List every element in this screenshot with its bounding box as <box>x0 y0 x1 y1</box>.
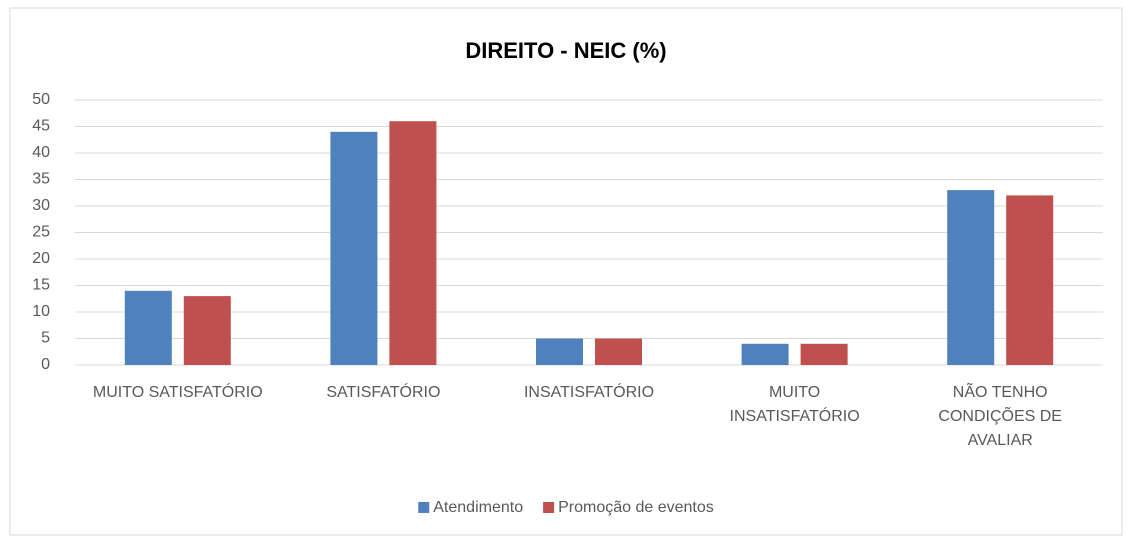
bar <box>947 190 995 365</box>
y-tick-label: 45 <box>32 118 50 135</box>
y-tick-label: 5 <box>41 330 50 347</box>
legend-label: Promoção de eventos <box>558 499 714 516</box>
y-tick-label: 20 <box>32 250 50 267</box>
y-tick-label: 15 <box>32 277 50 294</box>
chart-title: DIREITO - NEIC (%) <box>465 38 666 63</box>
x-tick-label: MUITO INSATISFATÓRIO <box>729 384 860 425</box>
x-tick-label: INSATISFATÓRIO <box>523 384 655 401</box>
bar <box>389 121 437 365</box>
y-tick-label: 0 <box>41 356 50 373</box>
bar <box>183 296 231 365</box>
bar <box>124 290 172 365</box>
bar <box>595 338 642 365</box>
legend-swatch <box>543 502 555 513</box>
chart-border <box>9 7 1123 536</box>
y-tick-label: 25 <box>32 224 50 241</box>
bar <box>1006 195 1054 365</box>
bar <box>330 131 378 365</box>
x-tick-label: NÃO TENHO CONDIÇÕES DE AVALIAR <box>938 384 1062 449</box>
x-tick-label: MUITO SATISFATÓRIO <box>92 384 263 401</box>
y-tick-label: 10 <box>32 303 50 320</box>
legend-swatch <box>418 502 430 513</box>
legend-label: Atendimento <box>433 499 523 516</box>
bar <box>536 338 583 365</box>
x-tick-label: SATISFATÓRIO <box>326 384 441 401</box>
y-tick-label: 30 <box>32 197 50 214</box>
bar <box>741 343 789 365</box>
y-tick-label: 35 <box>32 171 50 188</box>
y-tick-label: 50 <box>32 91 50 108</box>
bar <box>800 343 848 365</box>
y-tick-label: 40 <box>32 144 50 161</box>
